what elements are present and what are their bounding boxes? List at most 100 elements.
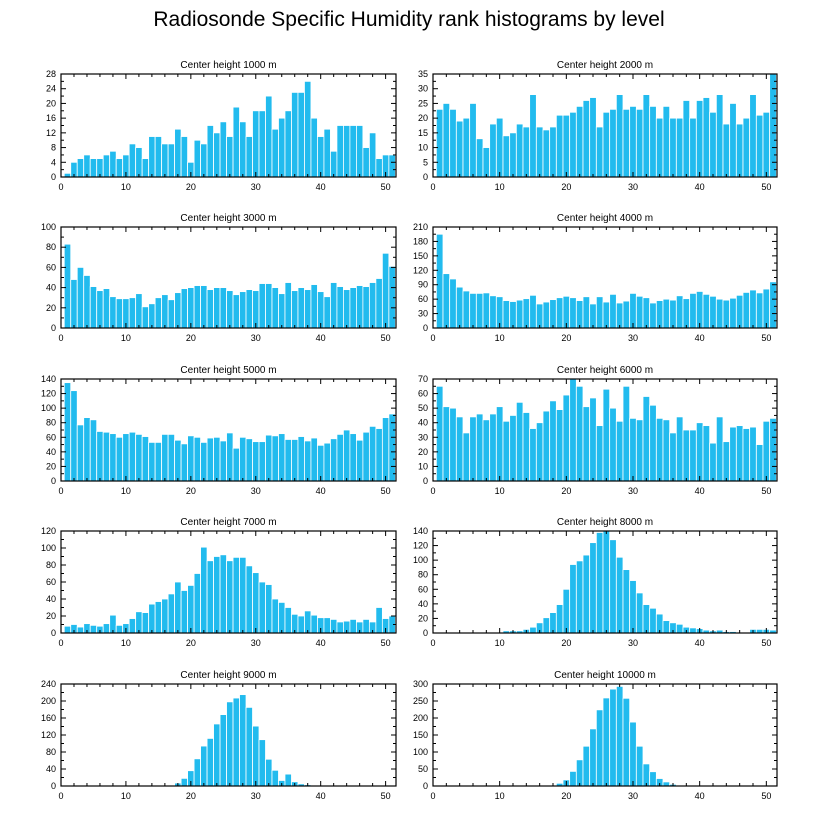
- y-tick-label: 20: [46, 611, 56, 621]
- histogram-bar: [70, 390, 78, 482]
- histogram-bar: [291, 91, 299, 178]
- histogram-bar: [642, 604, 651, 634]
- histogram-bar: [89, 624, 98, 634]
- histogram-bar: [368, 132, 377, 178]
- histogram-bar: [469, 103, 477, 178]
- y-tick-label: 60: [46, 432, 56, 442]
- histogram-bar: [167, 299, 176, 329]
- histogram-bar: [239, 556, 247, 634]
- y-tick-label: 140: [413, 526, 428, 536]
- x-tick-label: 20: [561, 791, 571, 801]
- histogram-bar: [76, 626, 85, 634]
- histogram-bar: [193, 758, 201, 787]
- y-tick-label: 25: [418, 98, 428, 108]
- histogram-bar: [582, 100, 591, 178]
- y-tick-label: 0: [51, 172, 56, 182]
- histogram-bar: [375, 607, 383, 634]
- histogram-bar: [284, 439, 292, 482]
- histogram-bar: [682, 298, 691, 329]
- histogram-bar: [575, 759, 584, 787]
- histogram-bar: [388, 413, 396, 482]
- histogram-bar: [575, 105, 584, 178]
- x-tick-label: 20: [186, 333, 196, 343]
- histogram-bar: [219, 121, 227, 178]
- y-tick-label: 70: [418, 374, 428, 384]
- y-tick-label: 35: [418, 69, 428, 79]
- histogram-bar: [675, 416, 684, 482]
- y-tick-label: 12: [46, 128, 56, 138]
- x-tick-label: 30: [251, 638, 261, 648]
- histogram-bar: [258, 581, 266, 634]
- histogram-bar: [475, 292, 484, 329]
- y-tick-label: 200: [41, 696, 56, 706]
- histogram-bar: [213, 287, 221, 329]
- x-tick-label: 40: [316, 791, 326, 801]
- histogram-bar: [709, 295, 717, 329]
- histogram-bar: [362, 147, 370, 178]
- y-tick-label: 20: [418, 113, 428, 123]
- histogram-bar: [154, 601, 163, 634]
- histogram-bar: [715, 94, 724, 178]
- y-tick-label: 0: [423, 172, 428, 182]
- x-tick-label: 0: [58, 486, 63, 496]
- x-tick-label: 30: [628, 333, 638, 343]
- x-tick-label: 50: [381, 638, 391, 648]
- histogram-bar: [232, 697, 240, 787]
- y-tick-label: 140: [41, 374, 56, 384]
- histogram-bar: [562, 394, 571, 482]
- histogram-bar: [141, 436, 150, 482]
- histogram-bar: [76, 424, 85, 482]
- histogram-bar: [200, 546, 208, 634]
- histogram-bar: [549, 612, 557, 634]
- histogram-bar: [245, 438, 253, 482]
- histogram-bar: [482, 419, 491, 482]
- x-tick-label: 10: [121, 486, 131, 496]
- histogram-bar: [284, 773, 292, 787]
- panel-title: Center height 3000 m: [180, 213, 276, 224]
- y-tick-label: 50: [418, 764, 428, 774]
- x-tick-label: 20: [561, 333, 571, 343]
- x-tick-label: 30: [251, 791, 261, 801]
- histogram-bar: [602, 388, 611, 482]
- histogram-bar: [180, 777, 188, 787]
- histogram-bar: [304, 289, 312, 329]
- histogram-bar: [148, 441, 156, 482]
- histogram-bar: [735, 425, 744, 482]
- x-tick-label: 0: [58, 333, 63, 343]
- histogram-bar: [615, 420, 624, 482]
- histogram-bar: [575, 300, 584, 329]
- histogram-bar: [252, 725, 260, 787]
- histogram-bar: [542, 410, 551, 482]
- histogram-bar: [522, 412, 531, 482]
- histogram-bar: [522, 298, 531, 329]
- histogram-panel-10: Center height 10000 m 0 50 100 150 200 250 300 0…: [413, 670, 778, 801]
- y-tick-label: 0: [423, 781, 428, 791]
- histogram-bar: [154, 136, 163, 178]
- histogram-bar: [529, 626, 537, 634]
- histogram-bar: [206, 289, 214, 329]
- histogram-bar: [642, 396, 651, 482]
- y-tick-label: 0: [423, 323, 428, 333]
- x-tick-label: 20: [561, 182, 571, 192]
- x-tick-label: 50: [761, 333, 771, 343]
- histogram-bar: [729, 297, 737, 329]
- x-tick-label: 50: [381, 486, 391, 496]
- histogram-bar: [742, 292, 751, 329]
- histogram-bar: [381, 252, 390, 329]
- y-tick-label: 80: [46, 242, 56, 252]
- histogram-bar: [63, 625, 72, 634]
- histogram-bar: [297, 287, 305, 329]
- histogram-bar: [174, 292, 182, 329]
- y-tick-label: 160: [41, 713, 56, 723]
- histogram-bar: [284, 282, 292, 329]
- histogram-panel-5: Center height 5000 m 0 20 40 60 80 100 120 140 0 1…: [41, 365, 397, 496]
- histogram-bar: [291, 439, 299, 482]
- histogram-bar: [635, 745, 644, 787]
- histogram-bar: [161, 143, 169, 178]
- histogram-panel-4: Center height 4000 m 0 30 60 90 120 150 180 210 0…: [413, 213, 778, 343]
- histogram-bar: [317, 291, 325, 329]
- histogram-bar: [669, 117, 677, 178]
- panel-title: Center height 10000 m: [554, 670, 656, 681]
- histogram-bar: [239, 291, 247, 329]
- x-tick-label: 10: [121, 638, 131, 648]
